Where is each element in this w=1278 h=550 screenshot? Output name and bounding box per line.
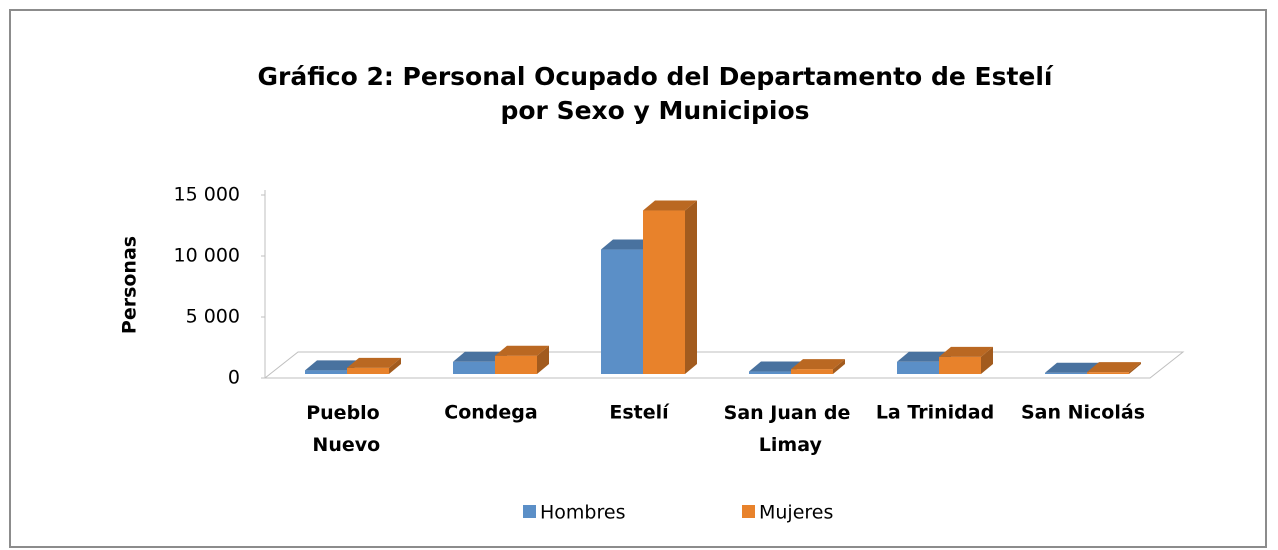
legend-swatch xyxy=(523,505,536,518)
bar-top xyxy=(791,359,845,370)
bar-side xyxy=(537,345,549,374)
bar-side xyxy=(1129,362,1141,374)
y-tick-label: 15 000 xyxy=(174,184,240,206)
x-tick-label: Pueblo Nuevo xyxy=(306,402,380,456)
bar-top xyxy=(347,357,401,368)
bar xyxy=(1045,372,1087,374)
bar-top xyxy=(1087,362,1141,373)
bar-side xyxy=(981,346,993,374)
x-tick-label: San Juan de Limay xyxy=(724,402,851,456)
legend-label: Mujeres xyxy=(759,502,833,524)
x-tick-label: Estelí xyxy=(609,402,670,424)
legend-label: Hombres xyxy=(540,502,625,524)
bar xyxy=(305,370,347,374)
x-tick-label: San Nicolás xyxy=(1021,402,1145,424)
bar-top xyxy=(643,200,697,211)
x-tick-label: La Trinidad xyxy=(876,402,994,424)
bar-side xyxy=(685,200,697,374)
y-tick-label: 10 000 xyxy=(174,245,240,267)
bar-top xyxy=(305,360,359,371)
y-tick-label: 5 000 xyxy=(186,306,240,328)
y-tick-label: 0 xyxy=(228,367,240,389)
bar-side xyxy=(833,359,845,374)
bar xyxy=(453,361,495,374)
bar-top xyxy=(453,351,507,362)
bar xyxy=(939,356,981,374)
bar-top xyxy=(601,239,655,250)
x-tick-label: Condega xyxy=(444,402,537,424)
chart-title: por Sexo y Municipios xyxy=(500,96,809,125)
bar xyxy=(347,367,389,374)
floor xyxy=(263,351,1185,379)
bar xyxy=(643,210,685,374)
bar xyxy=(791,369,833,374)
bar-side xyxy=(389,357,401,374)
bar-top xyxy=(939,346,993,357)
bar-top xyxy=(749,361,803,372)
bar xyxy=(897,361,939,374)
bar xyxy=(1087,372,1129,374)
chart-title: Gráfico 2: Personal Ocupado del Departam… xyxy=(258,62,1054,91)
bar-top xyxy=(1045,362,1099,373)
bar-top xyxy=(897,351,951,362)
bar xyxy=(495,355,537,374)
bar xyxy=(601,249,643,374)
bar-top xyxy=(495,345,549,356)
y-axis-title: Personas xyxy=(119,236,141,334)
bar xyxy=(749,371,791,374)
legend-swatch xyxy=(742,505,755,518)
